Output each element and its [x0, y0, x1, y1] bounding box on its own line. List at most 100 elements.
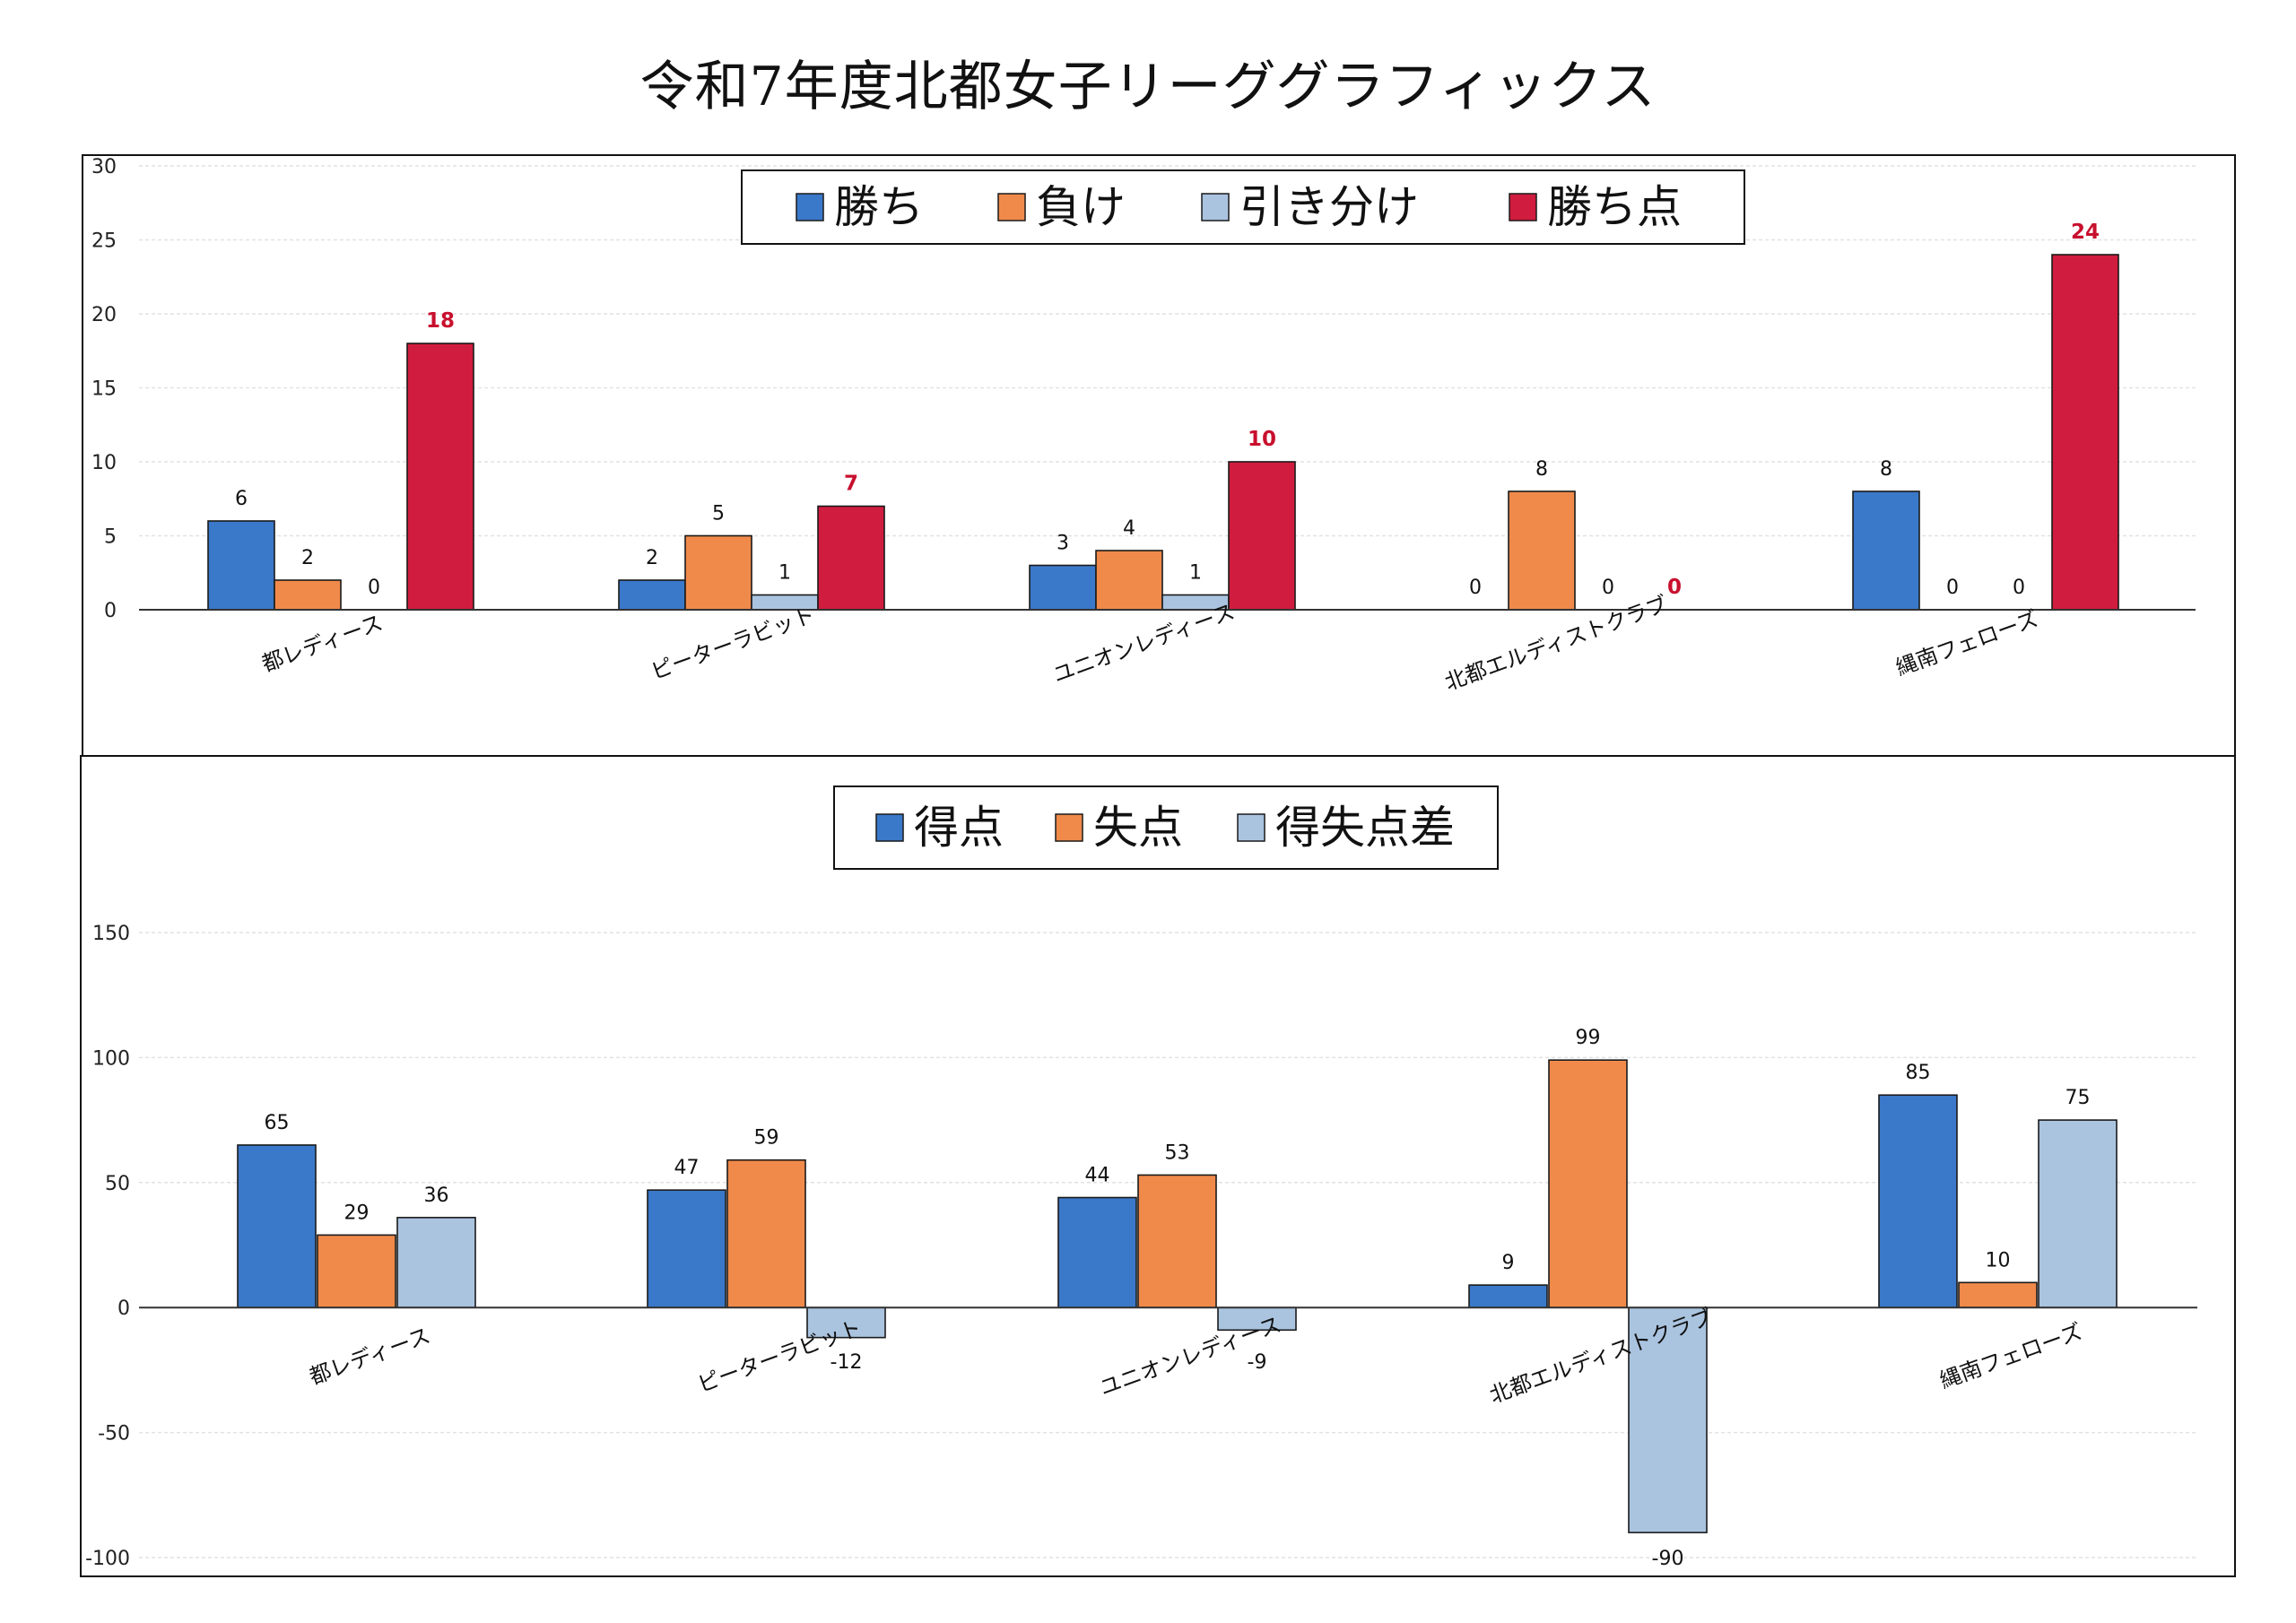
bar — [2038, 1119, 2118, 1308]
data-label: 9 — [1502, 1252, 1515, 1274]
category-label: 縄南フェローズ — [1936, 1319, 2085, 1393]
category-label: ユニオンレディース — [1049, 599, 1238, 688]
data-label: -90 — [1652, 1548, 1684, 1570]
legend-swatch — [997, 193, 1026, 221]
bar — [726, 1159, 806, 1309]
data-label: 36 — [424, 1185, 449, 1207]
data-label: 0 — [1667, 576, 1682, 599]
data-label: 1 — [1189, 562, 1202, 585]
data-label: 47 — [674, 1157, 700, 1179]
data-label: 53 — [1165, 1141, 1190, 1164]
bar — [237, 1144, 317, 1308]
legend-box — [833, 785, 1499, 870]
data-label: -12 — [831, 1351, 863, 1374]
bar — [1057, 1196, 1137, 1308]
category-label: 縄南フェローズ — [1892, 606, 2041, 681]
data-label: 4 — [1123, 517, 1135, 540]
data-label: 1 — [778, 562, 791, 585]
chart-frame-2 — [80, 755, 2236, 1577]
data-label: 0 — [1946, 577, 1959, 599]
data-label: 85 — [1906, 1062, 1931, 1084]
data-label: 2 — [301, 547, 314, 569]
legend-label: 負け — [1036, 181, 1126, 233]
legend-label: 得失点差 — [1275, 802, 1455, 854]
data-label: 0 — [2013, 577, 2025, 599]
legend-label: 失点 — [1093, 802, 1183, 854]
data-label: 44 — [1085, 1165, 1110, 1187]
data-label: 29 — [344, 1202, 370, 1224]
bar — [317, 1234, 396, 1309]
bar — [1508, 490, 1576, 611]
bar — [406, 343, 474, 611]
data-label: 6 — [235, 488, 248, 510]
data-label: -9 — [1248, 1351, 1267, 1374]
bar — [1548, 1059, 1628, 1308]
y-tick-label: 15 — [91, 378, 117, 401]
data-label: 3 — [1057, 533, 1069, 555]
category-label: 都レディース — [306, 1323, 433, 1390]
data-label: 65 — [265, 1112, 290, 1134]
data-label: 99 — [1576, 1027, 1601, 1049]
data-label: 0 — [368, 577, 380, 599]
legend-swatch — [875, 813, 904, 842]
data-label: 75 — [2066, 1087, 2091, 1109]
bar — [207, 520, 275, 611]
data-label: 24 — [2071, 221, 2100, 244]
bar — [1137, 1174, 1217, 1309]
y-tick-label: -50 — [98, 1423, 130, 1445]
y-tick-label: 0 — [117, 1298, 130, 1320]
page-title: 令和7年度北都女子リーググラフィックス — [639, 56, 1657, 118]
data-label: 0 — [1602, 577, 1614, 599]
bar — [1029, 564, 1097, 611]
data-label: 10 — [1248, 428, 1276, 451]
data-label: 18 — [426, 309, 455, 333]
bar — [2051, 254, 2119, 611]
bar — [817, 505, 885, 611]
data-label: 5 — [712, 503, 725, 525]
y-tick-label: 150 — [92, 923, 130, 945]
data-label: 0 — [1469, 577, 1482, 599]
y-tick-label: 10 — [91, 452, 117, 474]
data-label: 59 — [754, 1127, 779, 1150]
bar — [647, 1189, 726, 1308]
bar — [618, 579, 686, 611]
legend-swatch — [796, 193, 824, 221]
bar — [1852, 490, 1920, 611]
y-tick-label: 50 — [105, 1173, 130, 1195]
data-label: 2 — [646, 547, 658, 569]
y-tick-label: -100 — [85, 1548, 130, 1570]
data-label: 8 — [1880, 458, 1892, 481]
y-tick-label: 20 — [91, 304, 117, 326]
bar — [806, 1306, 886, 1339]
legend-swatch — [1201, 193, 1230, 221]
category-label: ピーターラビット — [648, 602, 818, 684]
bar — [1878, 1094, 1958, 1308]
category-label: 都レディース — [258, 610, 386, 677]
legend-label: 勝ち点 — [1547, 181, 1682, 233]
legend-label: 得点 — [914, 802, 1004, 854]
legend-label: 勝ち — [834, 181, 924, 233]
y-tick-label: 25 — [91, 230, 117, 253]
legend-swatch — [1509, 193, 1537, 221]
y-tick-label: 100 — [92, 1047, 130, 1070]
y-tick-label: 5 — [104, 526, 117, 549]
data-label: 8 — [1535, 458, 1548, 481]
bar — [1628, 1306, 1708, 1533]
y-tick-label: 0 — [104, 600, 117, 622]
bar — [1468, 1284, 1548, 1309]
legend-label: 引き分け — [1239, 181, 1419, 233]
bar — [1958, 1281, 2038, 1308]
bar — [274, 579, 342, 611]
bar — [1217, 1306, 1297, 1332]
y-tick-label: 30 — [91, 156, 117, 178]
data-label: 7 — [844, 473, 858, 496]
legend-swatch — [1237, 813, 1265, 842]
data-label: 10 — [1986, 1249, 2011, 1271]
bar — [684, 534, 752, 611]
bar — [1228, 461, 1296, 611]
legend-box — [741, 169, 1745, 245]
bar — [1095, 550, 1163, 611]
bar — [396, 1217, 476, 1309]
legend-swatch — [1055, 813, 1083, 842]
